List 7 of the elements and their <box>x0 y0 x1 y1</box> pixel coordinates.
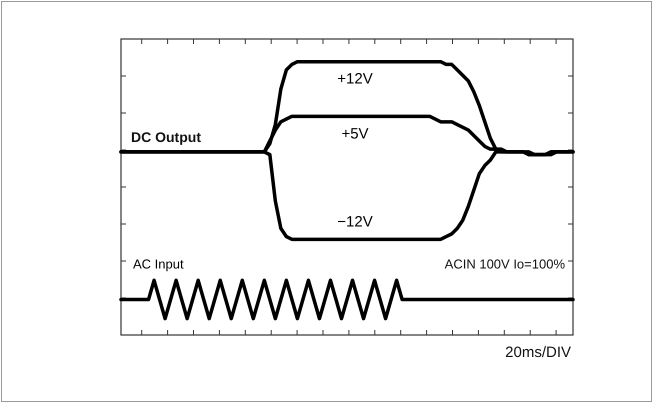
series-label: +5V <box>341 125 369 142</box>
series-label: AC Input <box>133 256 184 272</box>
x-axis-title: 20ms/DIV <box>505 344 571 361</box>
annotation: ACIN 100V Io=100% <box>444 256 566 272</box>
annotation: DC Output <box>131 128 202 145</box>
series-label: +12V <box>337 70 373 88</box>
series-label: −12V <box>337 213 373 230</box>
